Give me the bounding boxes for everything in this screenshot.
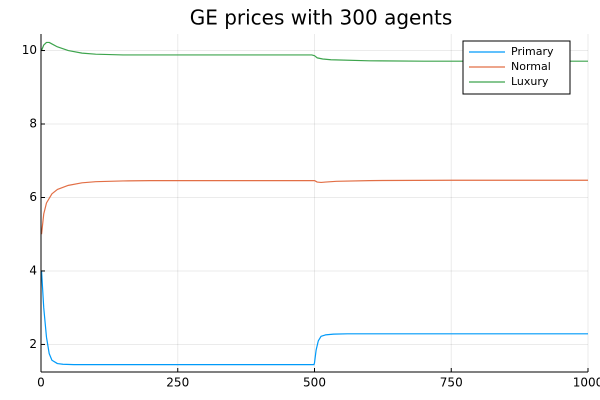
x-tick-label: 250: [166, 376, 189, 390]
y-tick-label: 10: [22, 43, 37, 57]
series-line-normal: [40, 179, 588, 235]
legend-label-normal: Normal: [511, 60, 551, 73]
legend: Primary Normal Luxury: [462, 40, 571, 95]
series-lines: [40, 41, 588, 366]
y-tick-label: 2: [29, 337, 37, 351]
x-tick-label: 0: [37, 376, 45, 390]
legend-label-luxury: Luxury: [511, 75, 549, 88]
series-line-luxury: [40, 41, 588, 62]
axes: 0 250 500 750 1000 2 4 6 8 10: [22, 34, 600, 390]
legend-label-primary: Primary: [511, 45, 554, 58]
x-tick-label: 1000: [573, 376, 600, 390]
y-tick-label: 6: [29, 190, 37, 204]
y-tick-label: 8: [29, 117, 37, 131]
x-tick-label: 500: [303, 376, 326, 390]
series-line-primary: [40, 270, 588, 366]
y-tick-label: 4: [29, 263, 37, 277]
chart-title: GE prices with 300 agents: [190, 6, 453, 30]
x-tick-label: 750: [440, 376, 463, 390]
